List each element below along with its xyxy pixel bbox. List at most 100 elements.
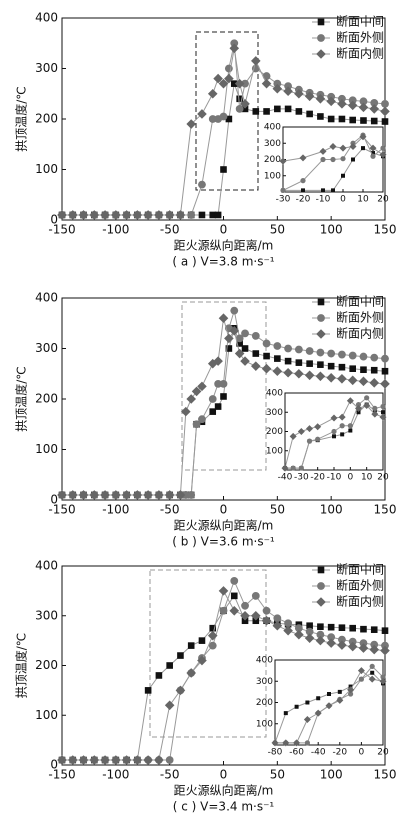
marker bbox=[314, 709, 322, 717]
marker bbox=[319, 147, 327, 155]
marker bbox=[181, 406, 191, 417]
marker bbox=[348, 351, 357, 360]
marker bbox=[241, 105, 249, 113]
marker bbox=[358, 676, 364, 682]
marker bbox=[329, 143, 337, 150]
marker bbox=[57, 755, 67, 765]
marker bbox=[348, 637, 357, 646]
marker bbox=[234, 348, 245, 359]
marker bbox=[338, 350, 346, 359]
marker bbox=[340, 156, 346, 162]
inset-x-tick-label: 20 bbox=[377, 473, 389, 483]
marker bbox=[360, 366, 367, 374]
marker bbox=[283, 711, 288, 716]
inset-x-tick-label: -60 bbox=[289, 748, 304, 758]
marker bbox=[360, 625, 367, 633]
caption: ( c ) V=3.4 m·s⁻¹ bbox=[173, 800, 275, 814]
marker bbox=[57, 210, 67, 220]
marker bbox=[154, 210, 164, 220]
marker bbox=[186, 394, 196, 404]
x-tick-label: 100 bbox=[320, 503, 343, 517]
marker bbox=[304, 91, 315, 102]
marker bbox=[337, 689, 342, 694]
marker bbox=[272, 366, 283, 377]
marker bbox=[379, 151, 387, 159]
marker bbox=[327, 692, 331, 696]
marker bbox=[349, 116, 356, 124]
marker bbox=[370, 640, 379, 649]
marker bbox=[111, 490, 121, 500]
marker bbox=[252, 350, 260, 357]
marker bbox=[326, 372, 336, 383]
marker bbox=[230, 577, 239, 585]
marker bbox=[379, 413, 387, 421]
marker bbox=[306, 622, 313, 629]
marker bbox=[331, 428, 337, 435]
marker bbox=[164, 700, 175, 711]
marker bbox=[181, 491, 190, 499]
marker bbox=[347, 641, 358, 652]
marker bbox=[294, 624, 303, 633]
marker bbox=[220, 166, 227, 173]
marker bbox=[327, 633, 336, 642]
marker bbox=[372, 405, 378, 411]
marker bbox=[230, 592, 238, 600]
marker bbox=[78, 755, 89, 765]
marker bbox=[349, 365, 356, 372]
marker bbox=[284, 105, 292, 113]
marker bbox=[347, 686, 355, 694]
marker bbox=[317, 298, 325, 306]
x-axis-label: 距火源纵向距离/m bbox=[174, 518, 274, 533]
marker bbox=[306, 360, 313, 367]
marker bbox=[349, 624, 356, 632]
x-tick-label: 150 bbox=[374, 768, 397, 782]
y-tick-label: 0 bbox=[50, 493, 58, 507]
marker bbox=[327, 349, 336, 358]
x-tick-label: 150 bbox=[374, 503, 397, 517]
marker bbox=[89, 755, 100, 765]
y-tick-label: 100 bbox=[35, 708, 58, 722]
marker bbox=[304, 633, 315, 643]
marker bbox=[300, 178, 306, 184]
legend-label: 断面中间 bbox=[336, 562, 384, 577]
y-tick-label: 200 bbox=[35, 112, 58, 126]
marker bbox=[154, 490, 164, 500]
marker bbox=[327, 362, 335, 370]
marker bbox=[368, 675, 376, 683]
marker bbox=[295, 359, 303, 366]
marker bbox=[230, 80, 238, 87]
inset-x-tick-label: 10 bbox=[361, 473, 373, 483]
marker bbox=[347, 423, 353, 429]
marker bbox=[305, 700, 310, 705]
legend-label: 断面外侧 bbox=[336, 30, 384, 45]
marker bbox=[381, 118, 389, 125]
marker bbox=[315, 371, 326, 382]
marker bbox=[143, 755, 153, 765]
marker bbox=[316, 329, 326, 339]
x-tick-label: 0 bbox=[220, 768, 228, 782]
marker bbox=[379, 677, 387, 685]
marker bbox=[214, 379, 223, 388]
marker bbox=[293, 739, 301, 747]
x-tick-label: -50 bbox=[160, 768, 180, 782]
marker bbox=[348, 96, 357, 105]
inset-y-tick-label: 200 bbox=[266, 427, 283, 437]
marker bbox=[224, 73, 234, 84]
marker bbox=[164, 210, 175, 220]
marker bbox=[316, 348, 325, 357]
marker bbox=[208, 641, 217, 650]
marker bbox=[175, 685, 186, 696]
inset-y-tick-label: 400 bbox=[264, 123, 281, 133]
x-tick-label: -150 bbox=[48, 223, 75, 237]
marker bbox=[192, 420, 201, 429]
y-tick-label: 300 bbox=[35, 61, 58, 75]
marker bbox=[339, 144, 347, 152]
marker bbox=[272, 620, 283, 631]
marker bbox=[380, 145, 386, 151]
marker bbox=[241, 329, 249, 338]
marker bbox=[281, 464, 289, 472]
marker bbox=[283, 625, 293, 636]
x-tick-label: -150 bbox=[48, 503, 75, 517]
marker bbox=[57, 490, 67, 500]
marker bbox=[89, 490, 100, 500]
